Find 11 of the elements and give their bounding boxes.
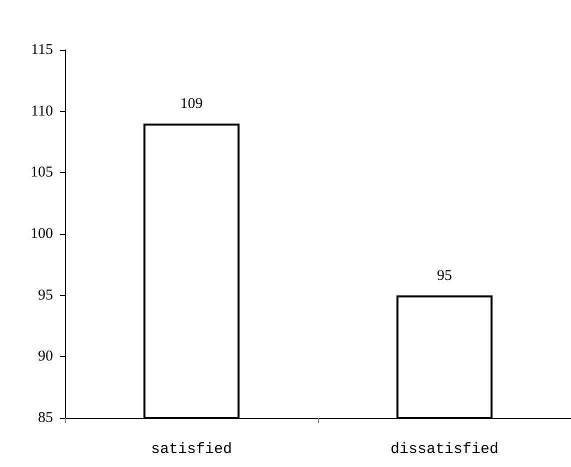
y-tick-label: 85: [38, 410, 53, 426]
y-tick-label: 90: [38, 348, 53, 365]
y-tick-label: 115: [31, 42, 53, 58]
data-label: 109: [180, 96, 203, 112]
x-tick-label: satisfied: [150, 441, 232, 458]
x-tick-label: dissatisfied: [390, 441, 499, 458]
data-label: 95: [437, 268, 452, 284]
y-tick-label: 95: [38, 287, 53, 304]
y-tick-label: 110: [31, 103, 53, 120]
y-tick-label: 100: [30, 226, 53, 242]
y-tick-label: 105: [30, 164, 53, 181]
